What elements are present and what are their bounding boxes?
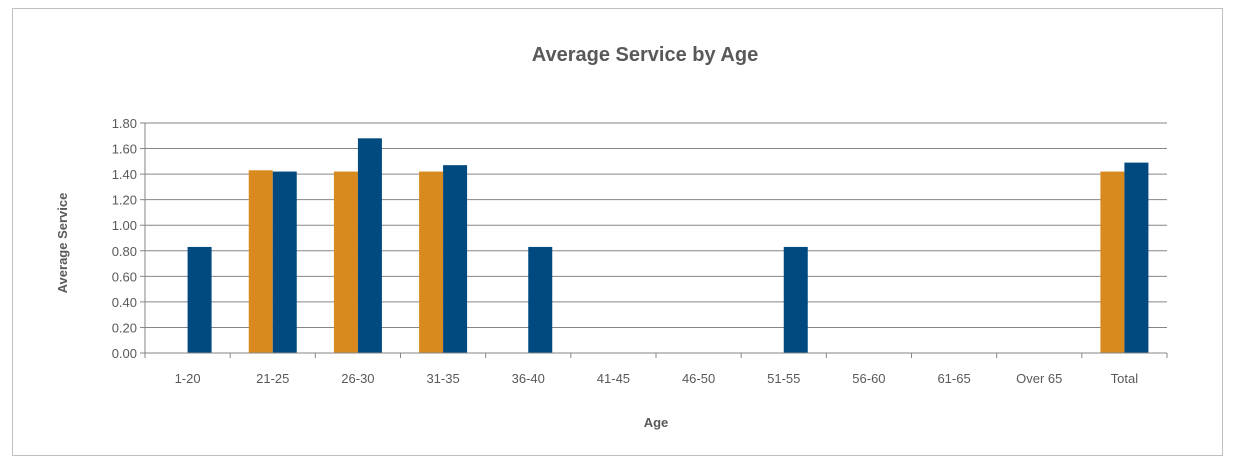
chart-svg: Average Service by Age 0.000.200.400.600… (55, 44, 1168, 430)
bar-series1 (248, 170, 273, 353)
x-tick-label: 26-30 (341, 371, 374, 386)
y-tick-label: 1.00 (112, 218, 137, 233)
bar-series1 (1100, 171, 1125, 353)
bars (187, 138, 1149, 353)
bar-series2 (272, 171, 297, 353)
y-tick-label: 0.40 (112, 295, 137, 310)
x-tick-label: 31-35 (426, 371, 459, 386)
y-tick-label: 0.00 (112, 346, 137, 361)
chart-frame: Average Service by Age 0.00 0.20 0.40 0.60 0… (12, 8, 1223, 456)
x-tick-label: 51-55 (767, 371, 800, 386)
x-tick-label: 61-65 (937, 371, 970, 386)
y-tick-label: 1.20 (112, 193, 137, 208)
x-tick-label: 1-20 (175, 371, 201, 386)
x-axis-title: Age (644, 415, 669, 430)
x-tick-label: 36-40 (512, 371, 545, 386)
x-tick-label: 46-50 (682, 371, 715, 386)
axes (140, 122, 1168, 358)
bar-series1 (333, 171, 358, 353)
bar-series2 (528, 246, 553, 353)
y-axis-title: Average Service (55, 193, 70, 294)
bar-series2 (443, 165, 468, 353)
y-tick-label: 1.80 (112, 116, 137, 131)
bar-series2 (783, 246, 808, 353)
y-tick-label: 1.40 (112, 167, 137, 182)
chart-title: Average Service by Age (532, 44, 758, 66)
y-tick-label: 0.20 (112, 320, 137, 335)
y-tick-label: 1.60 (112, 142, 137, 157)
bar-series2 (1124, 162, 1149, 353)
x-tick-label: 56-60 (852, 371, 885, 386)
y-tick-label: 0.80 (112, 244, 137, 259)
gridlines (145, 122, 1167, 328)
y-tick-label: 0.60 (112, 269, 137, 284)
bar-series1 (419, 171, 444, 353)
x-tick-label: Total (1111, 371, 1139, 386)
bar-series2 (357, 138, 382, 353)
x-tick-label: 21-25 (256, 371, 289, 386)
tick-labels: 0.00 0.20 0.40 0.60 0.80 1.00 1.20 1.40 1.60 1.80… (112, 116, 1139, 386)
bar-series2 (187, 246, 212, 353)
x-tick-label: Over 65 (1016, 371, 1062, 386)
x-tick-label: 41-45 (597, 371, 630, 386)
